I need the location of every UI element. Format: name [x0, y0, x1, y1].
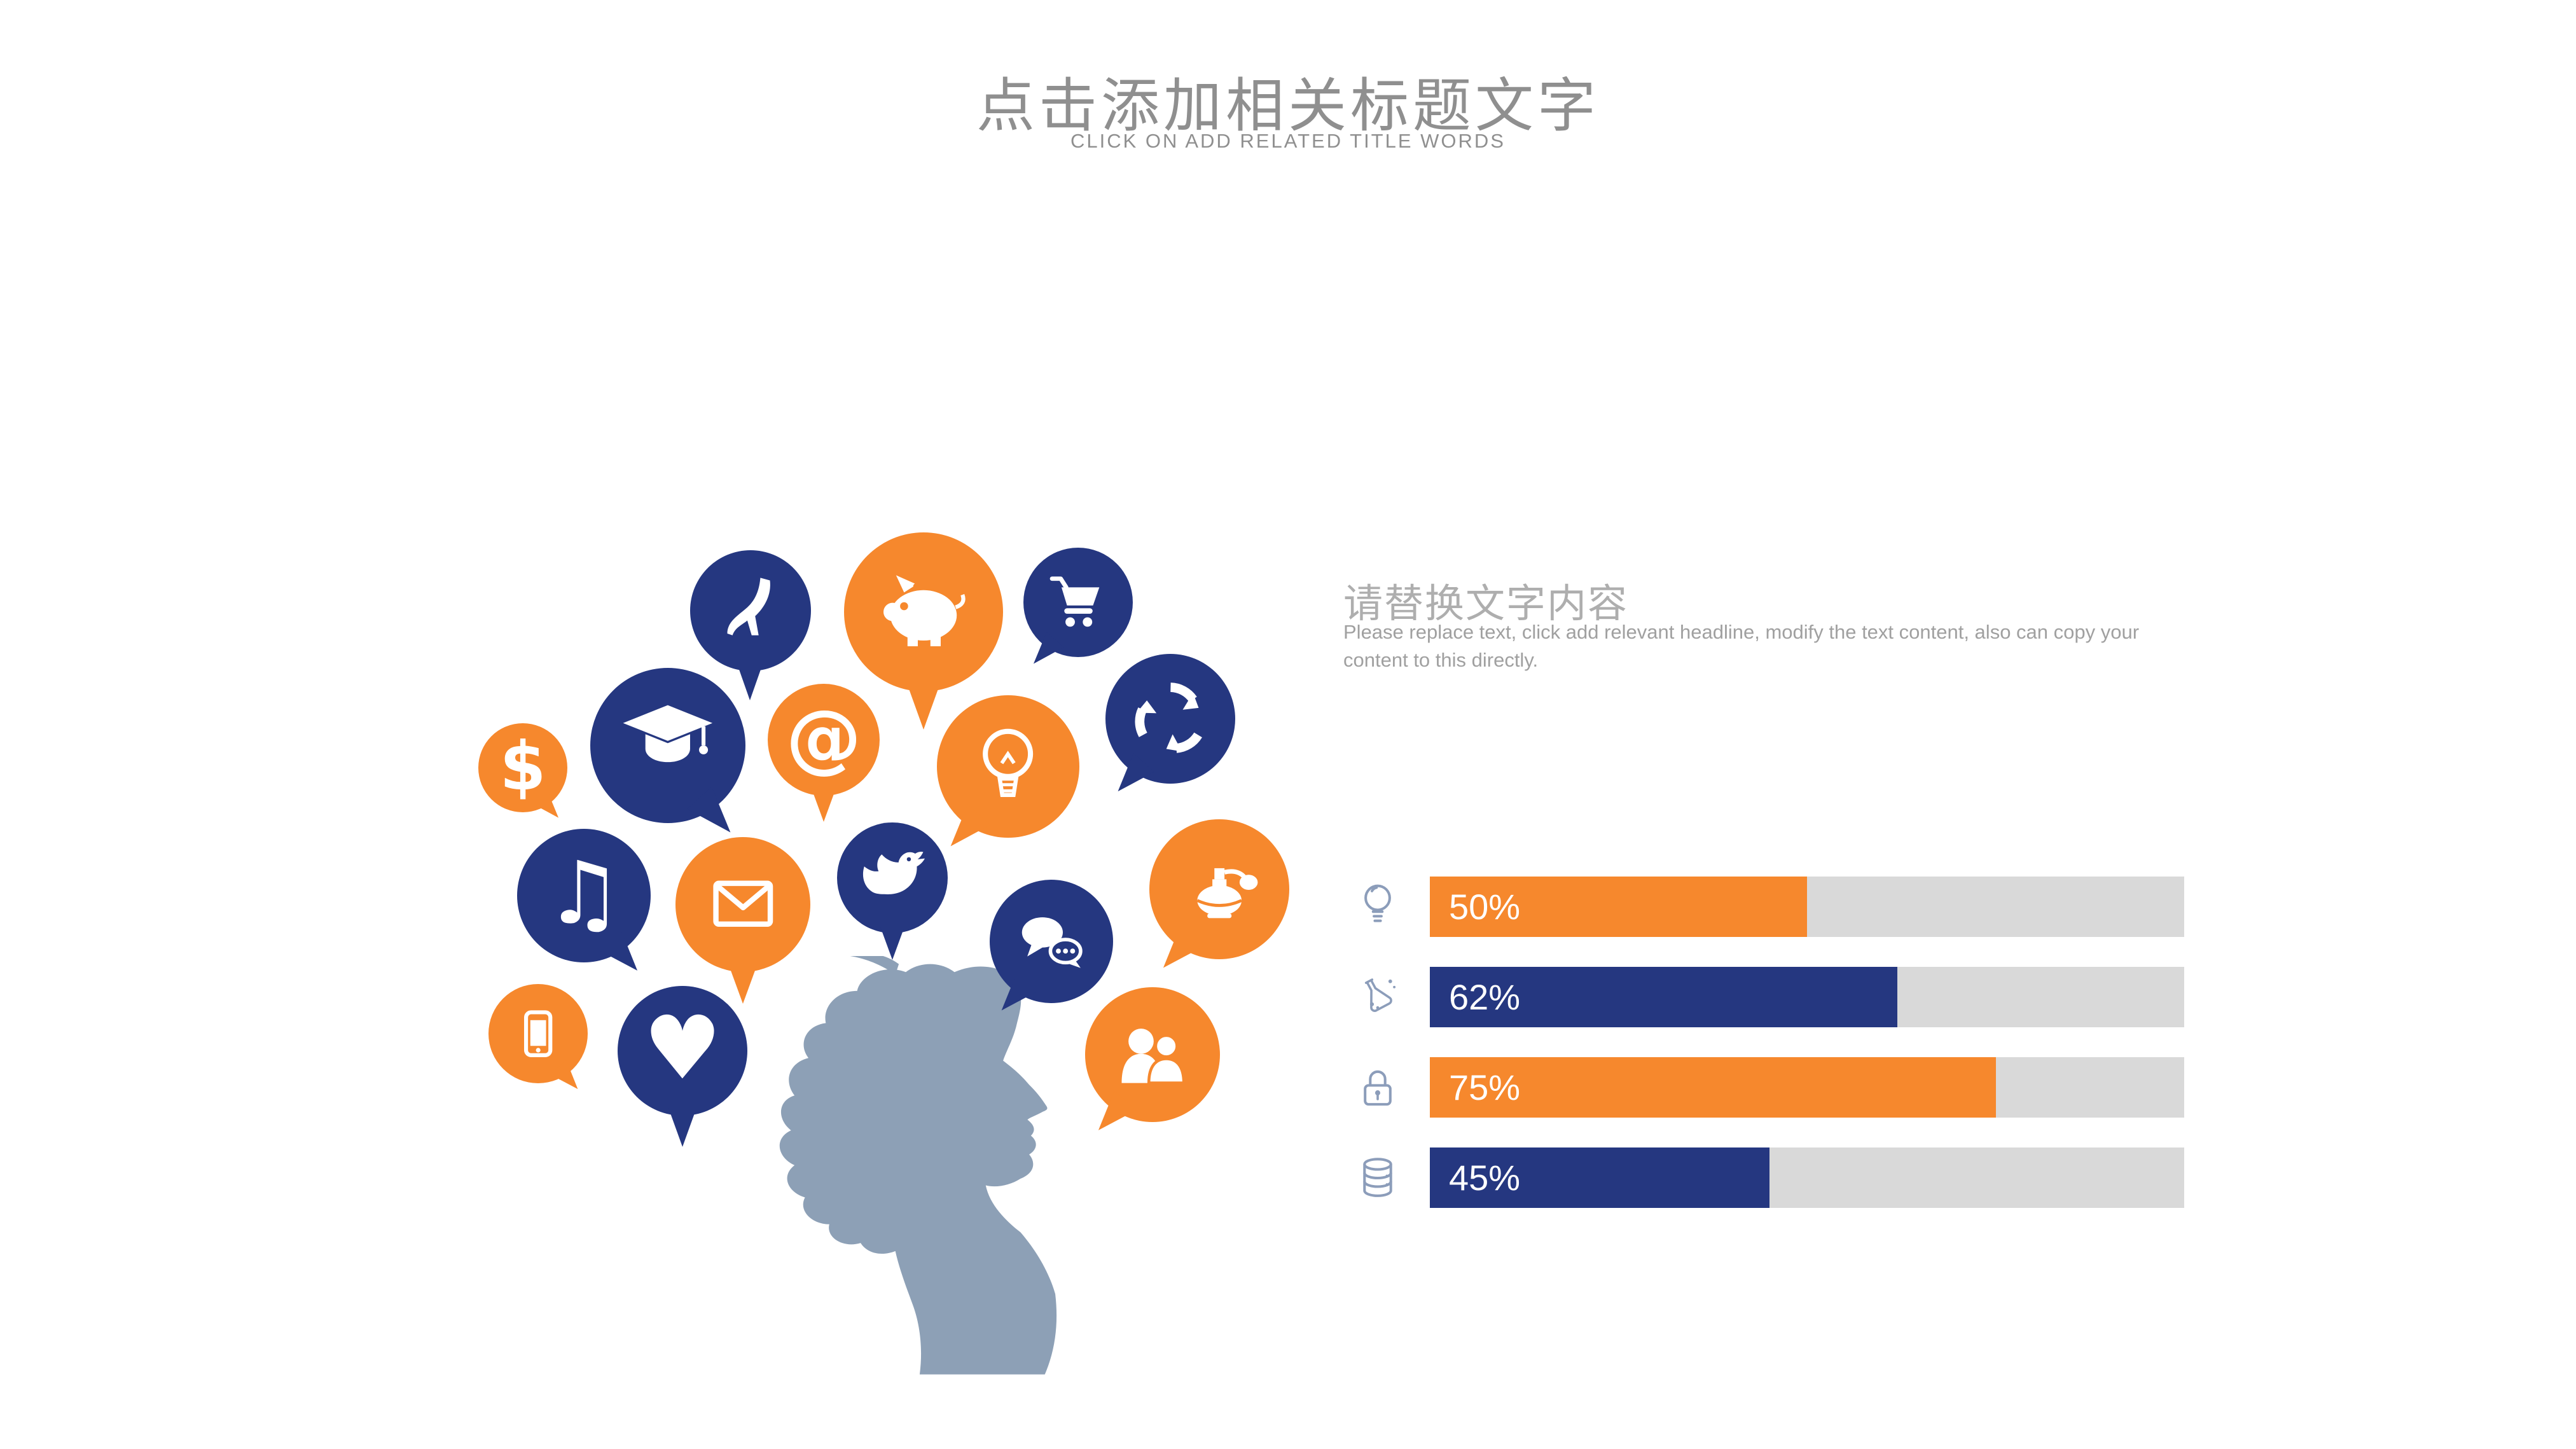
recycle-icon [1135, 682, 1202, 753]
bubble-tail [668, 1107, 696, 1147]
chart-row-flask: 62% [1347, 967, 2184, 1027]
music-note-icon: ♫ [544, 843, 623, 945]
bird-icon [863, 852, 925, 895]
lightbulb-outline-icon [1347, 877, 1408, 937]
graduation-cap-icon [623, 705, 713, 763]
bar-chart: 50% 62% 75% 45% [1347, 877, 2184, 1238]
bar-label: 75% [1449, 1067, 1521, 1107]
at-sign-bubble: @ [768, 684, 880, 822]
bubble-tail [728, 964, 758, 1004]
bird-bubble [837, 822, 948, 960]
bar-label: 62% [1449, 977, 1521, 1017]
dollar-bubble: $ [478, 723, 567, 824]
chart-row-lock: 75% [1347, 1057, 2184, 1118]
woman-silhouette [779, 956, 1059, 1375]
content-body: Please replace text, click add relevant … [1343, 621, 2140, 671]
bar-fill: 75% [1430, 1057, 1996, 1118]
bubble-tail [906, 682, 941, 730]
smartphone-bubble [488, 984, 588, 1097]
shopping-cart-icon [1049, 576, 1100, 627]
high-heel-icon [727, 578, 770, 635]
smartphone-icon [523, 1010, 553, 1057]
lightbulb-icon [983, 729, 1034, 798]
content-heading: 请替换文字内容 [1343, 582, 1629, 626]
music-note-bubble: ♫ [517, 829, 651, 981]
chart-row-database: 45% [1347, 1147, 2184, 1208]
bar-fill: 50% [1430, 877, 1807, 937]
envelope-icon [713, 880, 773, 927]
slide-title: 点击添加相关标题文字 [976, 74, 1600, 139]
dollar-icon: $ [499, 727, 546, 805]
people-icon [1121, 1028, 1186, 1085]
bar-label: 45% [1449, 1158, 1521, 1198]
recycle-bubble [1105, 654, 1235, 801]
chat-bubbles-bubble [990, 880, 1113, 1020]
high-heel-bubble [690, 550, 811, 700]
perfume-icon [1196, 868, 1258, 919]
bubble-tail [737, 663, 763, 700]
piggy-bank-bubble [844, 532, 1003, 730]
at-sign-icon: @ [786, 694, 862, 782]
bar-track: 45% [1430, 1147, 2184, 1208]
heart-icon: ♥ [643, 997, 722, 1100]
people-bubble [1085, 987, 1220, 1140]
bubble-tail [880, 926, 904, 960]
bar-fill: 45% [1430, 1147, 1769, 1208]
lightbulb-bubble [937, 695, 1079, 857]
perfume-bubble [1149, 819, 1289, 978]
graduation-cap-bubble [590, 668, 745, 844]
bar-label: 50% [1449, 887, 1521, 927]
slide-subtitle: CLICK ON ADD RELATED TITLE WORDS [1070, 130, 1506, 152]
chart-row-lightbulb: 50% [1347, 877, 2184, 937]
bar-track: 62% [1430, 967, 2184, 1027]
shopping-cart-bubble [1023, 548, 1133, 672]
bubble-tail [811, 789, 836, 822]
envelope-bubble [675, 837, 810, 1004]
flask-outline-icon [1347, 967, 1408, 1027]
social-bubbles-graphic: $ @ ♫ ♥ [478, 532, 1289, 1375]
bar-fill: 62% [1430, 967, 1898, 1027]
chat-bubbles-icon [1021, 917, 1083, 968]
bar-track: 50% [1430, 877, 2184, 937]
heart-bubble: ♥ [618, 986, 747, 1147]
lock-outline-icon [1347, 1057, 1408, 1118]
piggy-bank-icon [883, 575, 966, 646]
bar-track: 75% [1430, 1057, 2184, 1118]
database-outline-icon [1347, 1147, 1408, 1208]
